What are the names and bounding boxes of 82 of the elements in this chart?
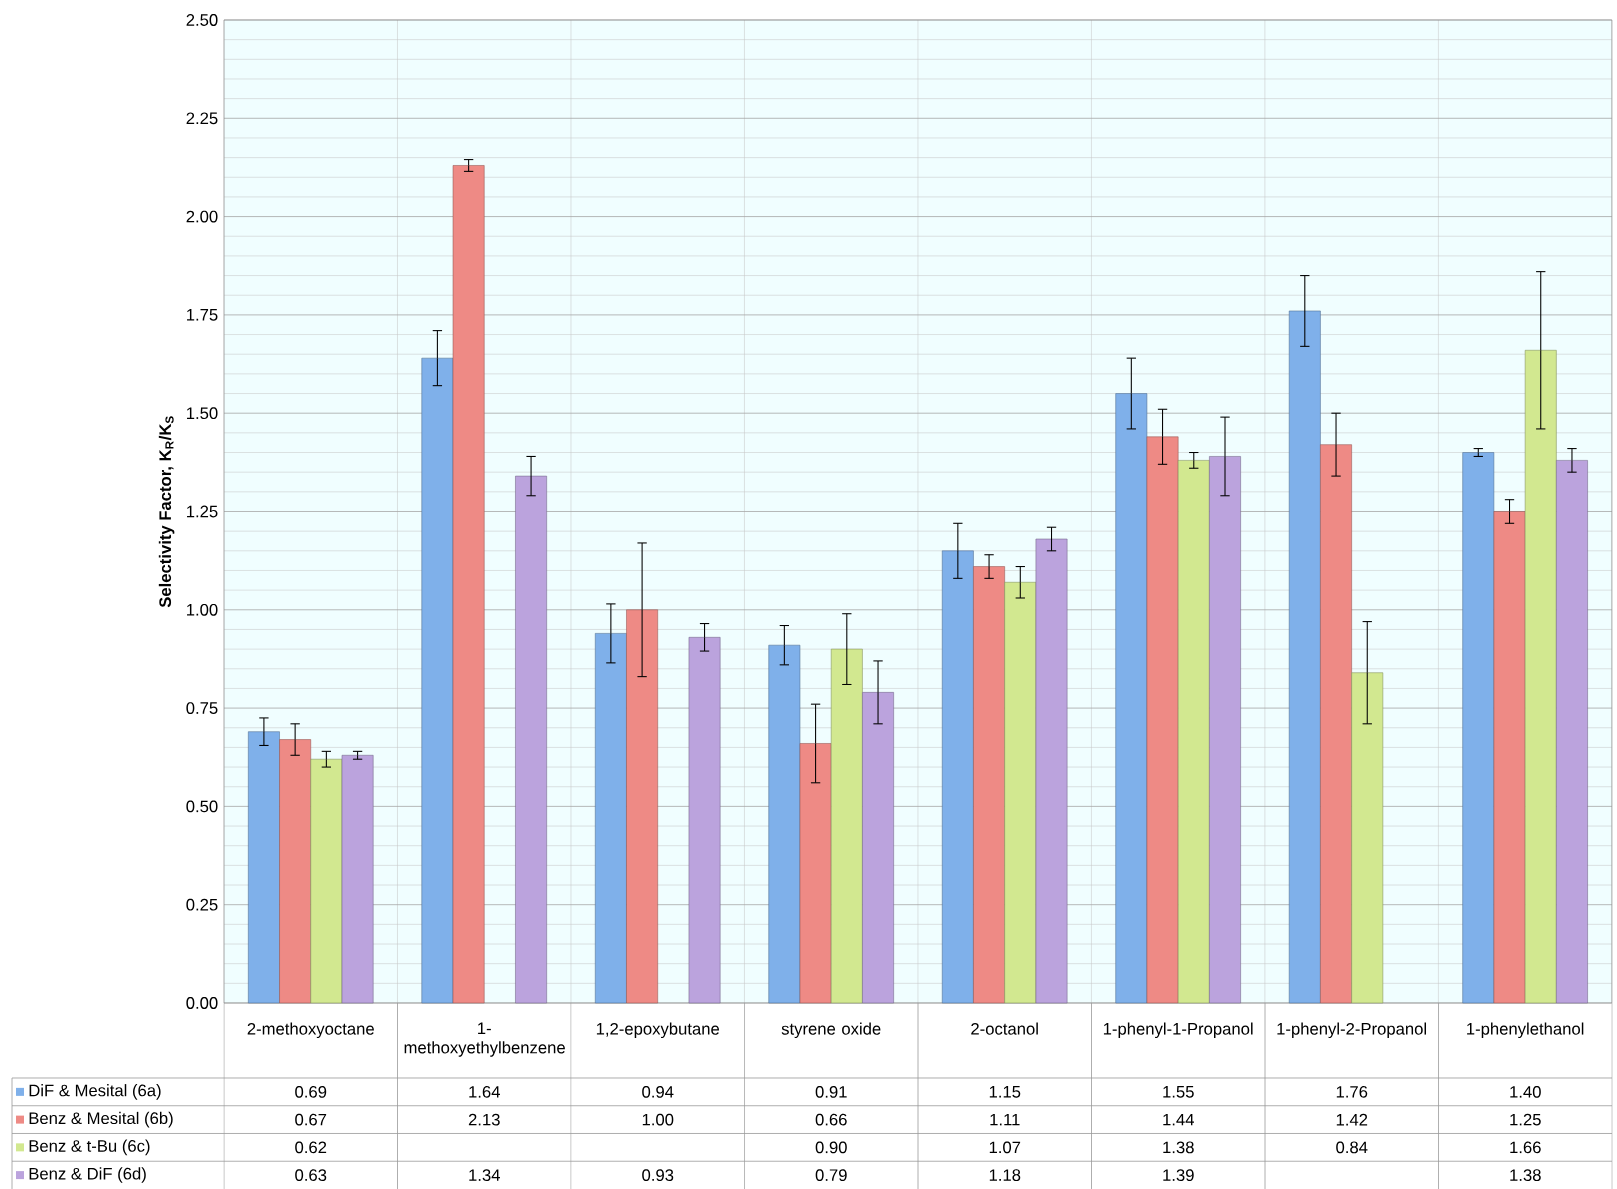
bar bbox=[1524, 349, 1557, 1004]
data-label: 1.07 bbox=[989, 1141, 1021, 1154]
data-label: 0.69 bbox=[295, 1085, 327, 1098]
data-label: 1.34 bbox=[469, 1169, 500, 1181]
x-tick-label: styrene oxide bbox=[781, 1022, 881, 1038]
bar bbox=[1146, 436, 1179, 1004]
bar bbox=[1320, 444, 1352, 1004]
data-label: 1.40 bbox=[1510, 1085, 1541, 1098]
y-tick-label: 0.25 bbox=[186, 898, 218, 911]
data-label: 1.15 bbox=[989, 1085, 1021, 1098]
data-label: 1.38 bbox=[1510, 1169, 1541, 1181]
bar bbox=[341, 754, 374, 1004]
bar bbox=[768, 644, 801, 1004]
data-label: 0.79 bbox=[815, 1169, 847, 1181]
bar bbox=[1288, 310, 1321, 1004]
bar bbox=[1556, 459, 1588, 1004]
data-label: 0.94 bbox=[642, 1085, 674, 1098]
data-label: 0.67 bbox=[295, 1113, 327, 1126]
x-tick-label: 2-octanol bbox=[971, 1022, 1038, 1035]
x-tick-label: 1-phenylethanol bbox=[1467, 1022, 1584, 1038]
data-label: 0.84 bbox=[1336, 1141, 1368, 1154]
bar bbox=[973, 566, 1005, 1004]
data-label: 0.66 bbox=[815, 1113, 847, 1126]
y-tick-label: 0.75 bbox=[186, 702, 218, 714]
data-label: 1.44 bbox=[1163, 1113, 1194, 1126]
y-tick-label: 2.00 bbox=[186, 210, 218, 223]
x-tick-label: 1-phenyl-2-Propanol bbox=[1277, 1022, 1427, 1038]
data-label: 1.11 bbox=[990, 1113, 1020, 1126]
data-label: 1.00 bbox=[642, 1113, 674, 1126]
bar bbox=[1004, 581, 1037, 1004]
bar bbox=[688, 636, 721, 1004]
y-axis-title: Selectivity Factor, K$_{R}$/K$_{S}$ bbox=[158, 416, 175, 608]
bar bbox=[1177, 459, 1210, 1004]
data-label: 1.18 bbox=[989, 1169, 1021, 1181]
y-tick-label: 1.25 bbox=[187, 505, 218, 518]
data-label: 1.64 bbox=[469, 1085, 500, 1098]
bar bbox=[421, 357, 454, 1004]
y-tick-label: 2.50 bbox=[186, 13, 218, 26]
bar bbox=[626, 609, 658, 1004]
data-label: 2.13 bbox=[468, 1113, 500, 1126]
bar bbox=[594, 632, 627, 1004]
data-label: 0.63 bbox=[295, 1169, 327, 1181]
data-label: 1.76 bbox=[1336, 1085, 1368, 1098]
y-tick-label: 1.50 bbox=[187, 407, 218, 419]
legend-label: Benz & t-Bu (6c) bbox=[29, 1139, 150, 1155]
y-tick-label: 0.00 bbox=[186, 996, 218, 1009]
bar bbox=[799, 743, 832, 1004]
y-tick-label: 2.25 bbox=[186, 112, 218, 125]
x-tick-label: 1-phenyl-1-Propanol bbox=[1103, 1022, 1253, 1038]
x-tick-label: 1-methoxyethylbenzene bbox=[404, 1022, 565, 1057]
bar bbox=[1115, 393, 1148, 1004]
legend-label: DiF & Mesital (6a) bbox=[29, 1083, 161, 1100]
x-tick-label: 2-methoxyoctane bbox=[247, 1022, 374, 1038]
data-label: 0.93 bbox=[642, 1169, 674, 1181]
data-label: 0.62 bbox=[295, 1141, 327, 1154]
data-label: 0.91 bbox=[815, 1085, 847, 1098]
data-label: 1.66 bbox=[1510, 1141, 1541, 1154]
bar bbox=[279, 739, 312, 1004]
bar bbox=[830, 648, 863, 1004]
y-tick-label: 1.75 bbox=[187, 308, 218, 321]
data-label: 1.42 bbox=[1336, 1113, 1368, 1126]
legend-label: Benz & Mesital (6b) bbox=[29, 1111, 173, 1128]
bar bbox=[1462, 452, 1495, 1004]
data-label: 1.55 bbox=[1163, 1085, 1194, 1098]
legend-label: Benz & DiF (6d) bbox=[29, 1167, 146, 1183]
bar bbox=[1351, 672, 1384, 1004]
data-label: 1.25 bbox=[1510, 1113, 1541, 1126]
bar bbox=[515, 475, 547, 1004]
bar bbox=[862, 691, 894, 1004]
data-label: 1.38 bbox=[1163, 1141, 1194, 1154]
y-tick-label: 1.00 bbox=[187, 603, 218, 616]
bar bbox=[248, 731, 280, 1004]
bar bbox=[1209, 455, 1241, 1004]
bar bbox=[310, 758, 343, 1004]
x-tick-label: 1,2-epoxybutane bbox=[596, 1022, 720, 1038]
bar bbox=[1035, 538, 1068, 1004]
bar bbox=[1493, 511, 1526, 1004]
bar bbox=[941, 550, 974, 1004]
y-tick-label: 0.50 bbox=[186, 800, 218, 813]
data-label: 0.90 bbox=[815, 1141, 847, 1154]
bar bbox=[452, 165, 485, 1004]
data-label: 1.39 bbox=[1163, 1169, 1194, 1181]
